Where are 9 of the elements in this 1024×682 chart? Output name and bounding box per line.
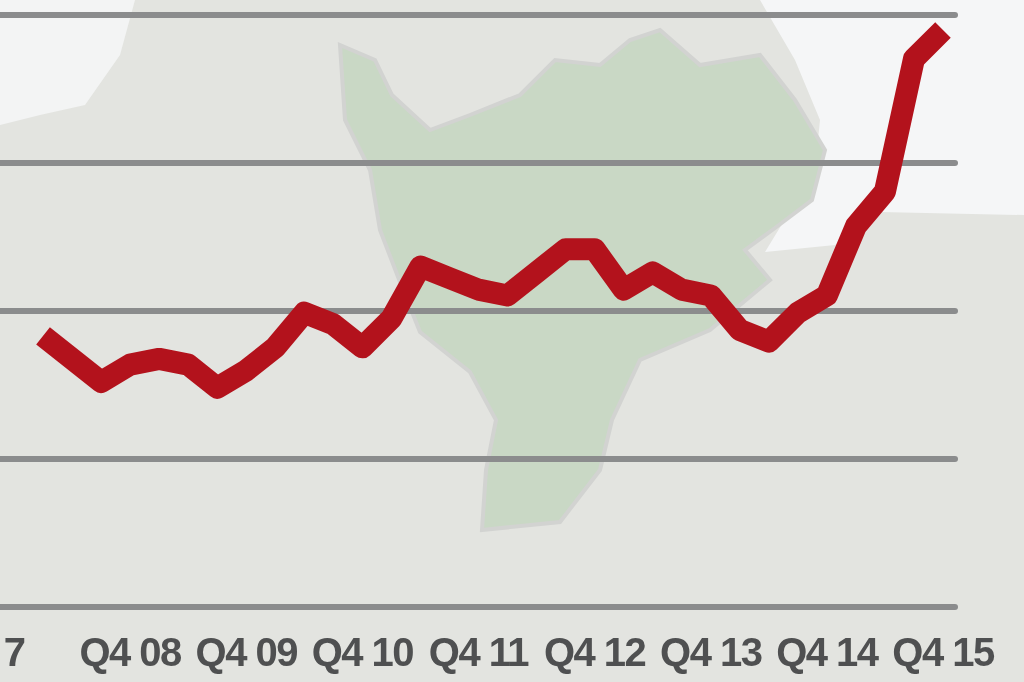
x-tick-label: Q4 11	[428, 630, 530, 674]
x-tick-label: Q4 08	[79, 630, 183, 674]
x-tick-label: Q4 14	[776, 630, 880, 674]
x-tick-label: Q4 15	[892, 630, 995, 674]
x-tick-label: Q4 10	[311, 630, 414, 674]
x-tick-label: Q4 09	[195, 630, 298, 674]
x-tick-label: Q4 13	[660, 630, 762, 674]
x-tick-label: Q4 12	[543, 630, 646, 674]
x-tick-label: 7	[3, 630, 25, 674]
